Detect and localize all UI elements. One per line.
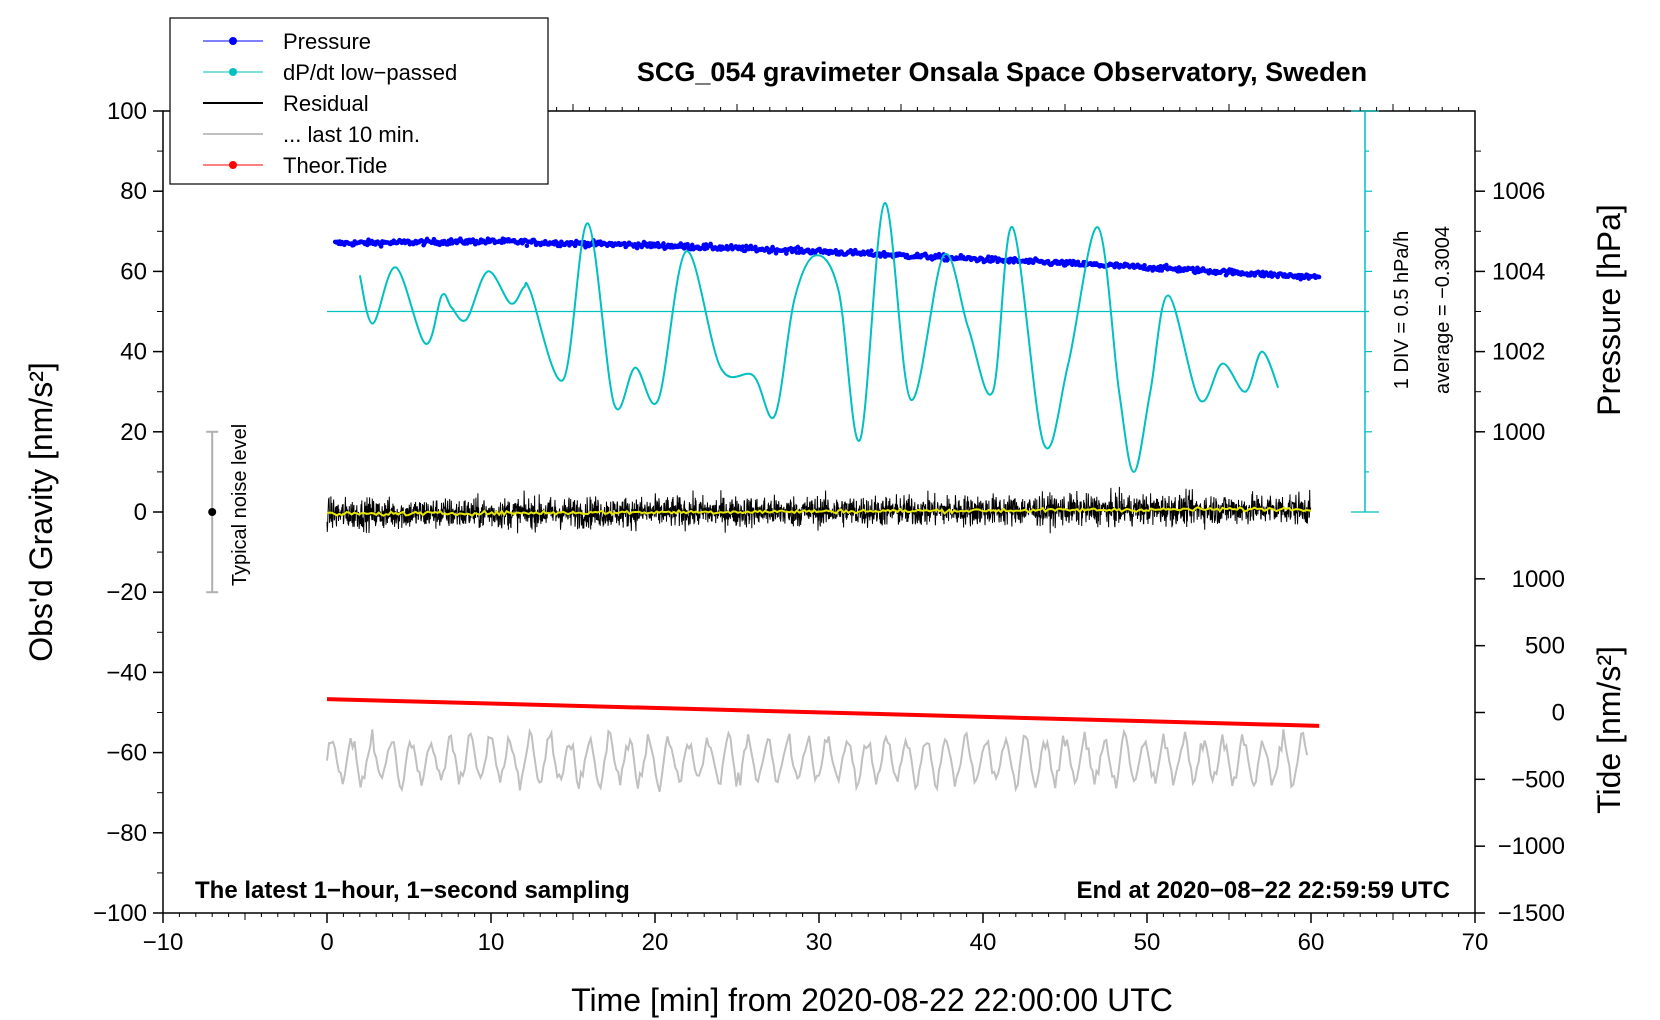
- y-axis-title-pressure: Pressure [hPa]: [1591, 204, 1627, 416]
- pressure-point: [1316, 274, 1322, 280]
- tide-tick-label: 0: [1552, 700, 1565, 727]
- pressure-point: [685, 242, 690, 247]
- pressure-point: [1190, 265, 1196, 271]
- y-tick-label: −80: [106, 820, 147, 847]
- legend-label-residual: Residual: [283, 91, 369, 116]
- tide-tick-label: −1000: [1498, 833, 1565, 860]
- x-tick-label: 40: [970, 929, 997, 956]
- pressure-point: [634, 245, 640, 251]
- legend-label-pressure: Pressure: [283, 29, 371, 54]
- pressure-series: [332, 236, 1322, 282]
- residual-series: [326, 486, 1312, 534]
- legend-swatch-dot: [229, 37, 237, 45]
- residual-mean-series: [326, 506, 1312, 517]
- y-tick-label: 20: [120, 419, 147, 446]
- legend-swatch-dot: [229, 161, 237, 169]
- y-tick-label: −40: [106, 659, 147, 686]
- pressure-point: [1006, 260, 1012, 265]
- y-axis-title-gravity: Obs'd Gravity [nm/s²]: [23, 362, 59, 662]
- pressure-point: [1060, 259, 1066, 265]
- pressure-tick-label: 1002: [1492, 339, 1545, 366]
- x-tick-label: 20: [642, 929, 669, 956]
- tide-tick-label: 1000: [1512, 566, 1565, 593]
- pressure-point: [1164, 262, 1169, 268]
- x-axis-title: Time [min] from 2020-08-22 22:00:00 UTC: [571, 982, 1173, 1018]
- tide-series: [326, 697, 1320, 728]
- div-scale-label: 1 DIV = 0.5 hPa/h: [1391, 231, 1413, 389]
- legend-label-tide: Theor.Tide: [283, 153, 387, 178]
- tide-tick-label: −1500: [1498, 900, 1565, 927]
- pressure-point: [661, 241, 666, 246]
- pressure-tick-label: 1006: [1492, 178, 1545, 205]
- annotation-sampling: The latest 1−hour, 1−second sampling: [195, 877, 630, 904]
- x-tick-label: 0: [320, 929, 333, 956]
- y-tick-label: 100: [107, 98, 147, 125]
- x-tick-label: 70: [1462, 929, 1489, 956]
- legend-label-dpdt: dP/dt low−passed: [283, 60, 457, 85]
- x-tick-label: 50: [1134, 929, 1161, 956]
- average-label: average = −0.3004: [1432, 226, 1454, 394]
- pressure-tick-label: 1004: [1492, 258, 1545, 285]
- axis-layer: −10 0 10 20 30 40 50 60 70−100−80−60−40−20020406…: [93, 98, 1565, 956]
- chart-title: SCG_054 gravimeter Onsala Space Observat…: [637, 57, 1367, 87]
- x-tick-label: 30: [806, 929, 833, 956]
- tide-tick-label: −500: [1511, 766, 1565, 793]
- y-tick-label: 40: [120, 339, 147, 366]
- y-tick-label: 0: [134, 499, 147, 526]
- tide-tick-label: 500: [1525, 633, 1565, 660]
- annotation-end-time: End at 2020−08−22 22:59:59 UTC: [1076, 877, 1450, 904]
- legend: Pressure dP/dt low−passed Residual ... l…: [169, 17, 549, 185]
- x-tick-label: −10: [143, 929, 184, 956]
- dpdt-series: [358, 202, 1280, 473]
- noise-level-label: Typical noise level: [229, 424, 251, 586]
- pressure-point: [986, 254, 991, 259]
- legend-label-last10: ... last 10 min.: [283, 122, 420, 147]
- y-tick-label: 80: [120, 178, 147, 205]
- pressure-point: [753, 244, 758, 250]
- pressure-point: [1142, 263, 1147, 268]
- y-tick-label: 60: [120, 258, 147, 285]
- pressure-point: [378, 244, 384, 249]
- pressure-tick-label: 1000: [1492, 419, 1545, 446]
- pressure-point: [869, 248, 874, 254]
- y-tick-label: −20: [106, 579, 147, 606]
- last-10-min-series: [326, 727, 1309, 793]
- y-tick-label: −100: [93, 900, 147, 927]
- noise-level-center: [208, 508, 217, 516]
- series-layer: [206, 202, 1369, 793]
- x-tick-label: 10: [478, 929, 505, 956]
- legend-box: [169, 17, 549, 185]
- pressure-point: [524, 243, 530, 249]
- y-tick-label: −60: [106, 740, 147, 767]
- x-tick-label: 60: [1298, 929, 1325, 956]
- y-axis-title-tide: Tide [nm/s²]: [1591, 646, 1627, 814]
- legend-swatch-dot: [229, 68, 237, 76]
- pressure-point: [740, 244, 746, 249]
